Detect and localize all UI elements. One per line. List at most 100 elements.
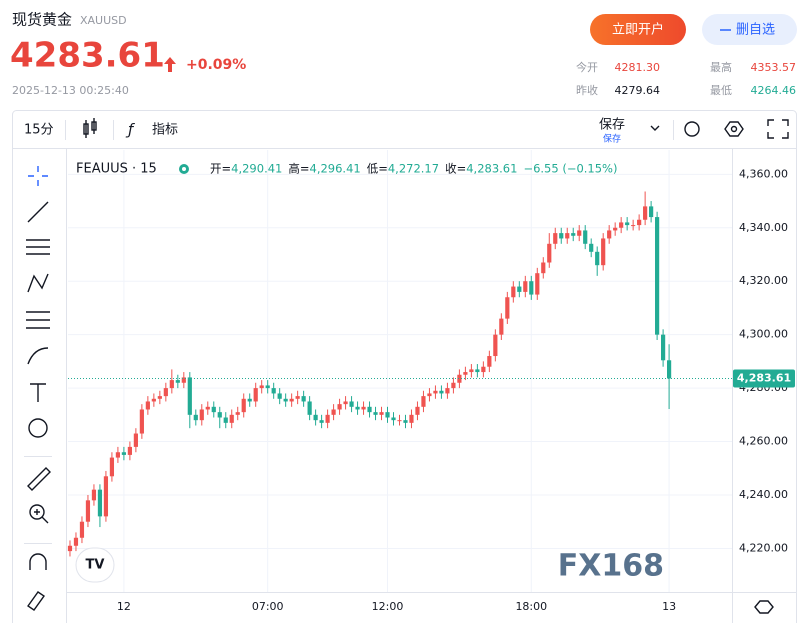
candle-body (289, 398, 294, 402)
candles-icon[interactable] (83, 118, 97, 138)
last-price-label: 4,283.61 (737, 371, 791, 384)
candle-body (121, 452, 126, 455)
candle-body (451, 382, 456, 389)
candle-body (337, 404, 342, 410)
legend-label: 开= (210, 162, 231, 176)
lock-tool[interactable] (27, 591, 45, 611)
zoom-tool[interactable] (29, 504, 45, 520)
candle-body (97, 489, 103, 517)
watch-button[interactable] (702, 14, 797, 45)
candle-body (127, 446, 132, 455)
pattern-tool[interactable] (27, 273, 49, 293)
stat-value: 4264.46 (751, 84, 797, 97)
candle-body (469, 369, 474, 373)
candle-body (583, 230, 588, 244)
projection-tool[interactable] (26, 311, 50, 329)
candle-body (541, 262, 546, 274)
stat-value: 4279.64 (615, 84, 661, 97)
candle-body (175, 380, 180, 383)
candle-body (535, 273, 540, 295)
candle-body (397, 420, 402, 422)
candle-body (547, 243, 552, 263)
legend: 开= 4,290.41 高= 4,296.41 低= 4,272.17 收= 4,283.61… (210, 162, 617, 176)
candle-body (505, 297, 510, 319)
status-dot-center (182, 167, 186, 171)
candle-body (565, 233, 570, 239)
candle-body (553, 233, 558, 244)
stat-label: 最低 (710, 84, 732, 97)
candle-body (229, 414, 234, 423)
x-tick-label: 07:00 (252, 600, 284, 613)
candle-body (109, 457, 115, 477)
candle-body (235, 412, 240, 415)
candle-body (409, 414, 414, 423)
text-tool[interactable] (30, 383, 46, 402)
candle-body (361, 406, 366, 410)
candle-body (271, 388, 276, 394)
tv-logo[interactable] (75, 547, 115, 583)
open-account-button[interactable] (590, 14, 686, 45)
plot (67, 150, 732, 592)
fx-icon[interactable]: ƒ (125, 121, 135, 139)
fib-tool[interactable] (26, 239, 50, 255)
brush-tool[interactable] (27, 347, 49, 365)
candle-body (181, 377, 186, 383)
axis-settings[interactable] (754, 600, 774, 614)
candle-body (301, 396, 306, 402)
alert-icon[interactable] (684, 121, 700, 137)
candle-body (193, 414, 198, 421)
tv-logo-text: TV (86, 558, 105, 573)
candle-body (457, 374, 462, 383)
candle-body (475, 369, 480, 373)
candle-body (463, 372, 468, 375)
candle-body (133, 433, 138, 447)
legend-label: 高= (288, 162, 309, 176)
candle-body (529, 281, 534, 295)
symbol: XAUUSD (80, 14, 127, 27)
line-tool[interactable] (27, 201, 49, 223)
legend-value: 4,272.17 (388, 162, 439, 176)
legend-value: 4,296.41 (310, 162, 361, 176)
candle-body (91, 489, 97, 501)
candle-body (115, 452, 121, 458)
y-tick-label: 4,340.00 (739, 221, 788, 234)
legend-label: 低= (367, 162, 388, 176)
candle-body (523, 281, 528, 292)
candle-body (511, 286, 516, 298)
candle-body (403, 420, 408, 423)
candle-body (157, 396, 162, 399)
chart-frame (12, 110, 797, 623)
emoji-tool[interactable] (28, 418, 48, 438)
candle-body (619, 222, 624, 228)
candle-body (367, 406, 372, 413)
side-tools (26, 166, 51, 611)
candle-body (217, 412, 222, 418)
candle-body (607, 230, 612, 239)
candle-body (655, 217, 660, 335)
candle-body (643, 206, 648, 220)
fullscreen-icon[interactable] (767, 119, 789, 139)
crosshair-tool[interactable] (28, 166, 48, 186)
candle-body (391, 417, 396, 421)
stat-value: 4353.57 (751, 61, 797, 74)
settings-icon[interactable] (724, 121, 744, 137)
candle-body (349, 401, 354, 407)
y-tick-label: 4,320.00 (739, 274, 788, 287)
candle-body (445, 388, 450, 394)
candle-body (85, 500, 91, 522)
ruler-tool[interactable] (27, 467, 51, 491)
candle-body (223, 417, 228, 423)
chevron[interactable] (650, 125, 660, 131)
indicators[interactable]: 指标 (152, 123, 178, 138)
magnet-tool[interactable] (29, 553, 47, 570)
candle-body (205, 406, 210, 410)
timestamp: 2025-12-13 00:25:40 (12, 84, 129, 97)
candle-body (415, 406, 420, 415)
y-tick-label: 4,260.00 (739, 435, 788, 448)
save[interactable]: 保存 (599, 118, 625, 133)
y-tick-label: 4,360.00 (739, 167, 788, 180)
interval[interactable]: 15分 (24, 123, 54, 138)
last-price-tag (733, 369, 795, 388)
